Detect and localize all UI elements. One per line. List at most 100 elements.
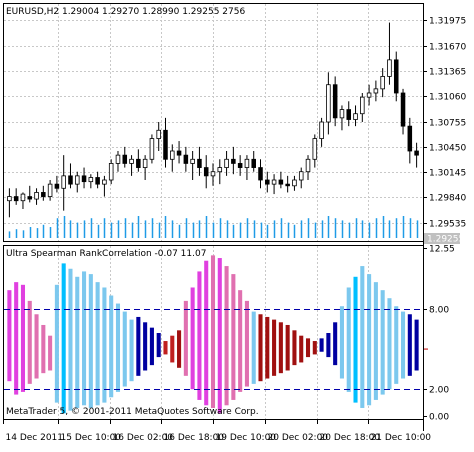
- candle-down: [183, 154, 189, 164]
- candle-up: [366, 92, 372, 98]
- histogram-bar: [217, 258, 222, 414]
- candle-up: [149, 138, 155, 160]
- price-tick-label: 1.29840: [429, 194, 466, 204]
- time-tick-label: 21 Dec 10:00: [371, 433, 432, 443]
- candle-up: [380, 76, 385, 90]
- time-tick-label: 20 Dec 02:00: [268, 433, 329, 443]
- histogram-bar: [88, 274, 93, 408]
- histogram-bar: [353, 276, 358, 403]
- price-tick-label: 1.31975: [429, 17, 466, 27]
- candle-up: [170, 150, 175, 160]
- candle-down: [203, 167, 209, 177]
- price-grid: [4, 4, 423, 241]
- candle-down: [393, 59, 399, 94]
- histogram-bar: [109, 295, 114, 398]
- candle-down: [122, 154, 128, 164]
- candle-down: [68, 175, 73, 185]
- candle-down: [54, 183, 60, 189]
- histogram-bar: [319, 338, 324, 352]
- candles: [7, 22, 419, 218]
- candle-down: [285, 183, 290, 187]
- candle-up: [360, 96, 365, 115]
- histogram-bar: [305, 338, 311, 358]
- candle-up: [156, 129, 161, 139]
- histogram-bar: [149, 327, 154, 366]
- candle-down: [346, 109, 352, 120]
- histogram-bar: [183, 300, 188, 376]
- candle-up: [292, 179, 297, 187]
- candle-down: [251, 158, 256, 168]
- candle-down: [407, 125, 413, 152]
- histogram-bar: [14, 282, 19, 395]
- histogram-bar: [238, 290, 243, 392]
- histogram-bar: [231, 274, 236, 400]
- candle-up: [7, 196, 12, 202]
- candle-down: [197, 158, 202, 168]
- candle-up: [244, 158, 250, 168]
- indicator-tick-label: 0.00: [429, 413, 449, 423]
- histogram-bar: [414, 319, 419, 371]
- histogram-bar: [204, 260, 209, 406]
- candle-up: [305, 158, 311, 173]
- candle-up: [298, 171, 304, 181]
- candle-up: [102, 179, 107, 185]
- histogram-bar: [27, 300, 32, 384]
- candle-up: [74, 175, 80, 185]
- candle-up: [88, 177, 94, 183]
- candle-up: [210, 171, 216, 177]
- candle-up: [326, 84, 331, 123]
- histogram-bar: [163, 341, 168, 355]
- histogram-bar: [41, 324, 46, 374]
- candle-down: [81, 175, 87, 183]
- spearman-histogram: [7, 255, 419, 414]
- price-tick-label: 1.30145: [429, 169, 466, 179]
- histogram-bar: [387, 298, 392, 390]
- histogram-bar: [278, 322, 283, 374]
- candle-up: [271, 179, 277, 185]
- histogram-bar: [394, 306, 399, 384]
- candle-up: [108, 163, 114, 181]
- histogram-bar: [75, 276, 80, 408]
- candle-up: [217, 167, 223, 173]
- candle-up: [142, 158, 148, 168]
- histogram-bar: [122, 311, 127, 387]
- indicator-header: Ultra Spearman RankCorrelation -0.07 11.…: [6, 249, 206, 259]
- histogram-bar: [251, 311, 256, 384]
- histogram-bar: [34, 314, 39, 379]
- candle-up: [61, 175, 66, 189]
- candle-up: [312, 138, 318, 160]
- indicator-axis: 12.55 8.00 2.00 0.00: [423, 245, 455, 423]
- candle-down: [41, 192, 46, 197]
- histogram-bar: [197, 271, 202, 400]
- histogram-bar: [312, 341, 317, 355]
- candle-up: [129, 158, 134, 164]
- histogram-bar: [20, 284, 26, 392]
- time-tick-label: 20 Dec 18:00: [320, 433, 381, 443]
- histogram-bar: [224, 266, 229, 406]
- time-tick-label: 16 Dec 02:00: [113, 433, 174, 443]
- candle-up: [20, 193, 26, 202]
- histogram-bar: [210, 255, 216, 408]
- current-price-tag-bg: [424, 233, 460, 244]
- indicator-tick-label: 12.55: [429, 245, 455, 255]
- volume-bars: [8, 216, 419, 238]
- histogram-bar: [61, 263, 66, 414]
- copyright-text: MetaTrader 5, © 2001-2011 MetaQuotes Sof…: [6, 407, 259, 417]
- histogram-bar: [380, 290, 385, 395]
- candle-up: [373, 88, 379, 94]
- time-tick-label: 15 Dec 10:00: [61, 433, 122, 443]
- candle-up: [387, 59, 392, 77]
- histogram-bar: [48, 335, 53, 371]
- candle-up: [190, 158, 195, 164]
- price-axis: 1.31975 1.31670 1.31365 1.31060 1.30755 1.304…: [423, 17, 466, 230]
- histogram-bar: [265, 316, 270, 379]
- price-tick-label: 1.30755: [429, 119, 466, 129]
- candle-down: [237, 163, 243, 168]
- price-chart-header: EURUSD,H2 1.29004 1.29270 1.28990 1.2925…: [6, 7, 245, 17]
- histogram-bar: [326, 333, 331, 358]
- histogram-bar: [339, 306, 344, 379]
- candle-down: [95, 177, 100, 185]
- histogram-bar: [95, 282, 100, 406]
